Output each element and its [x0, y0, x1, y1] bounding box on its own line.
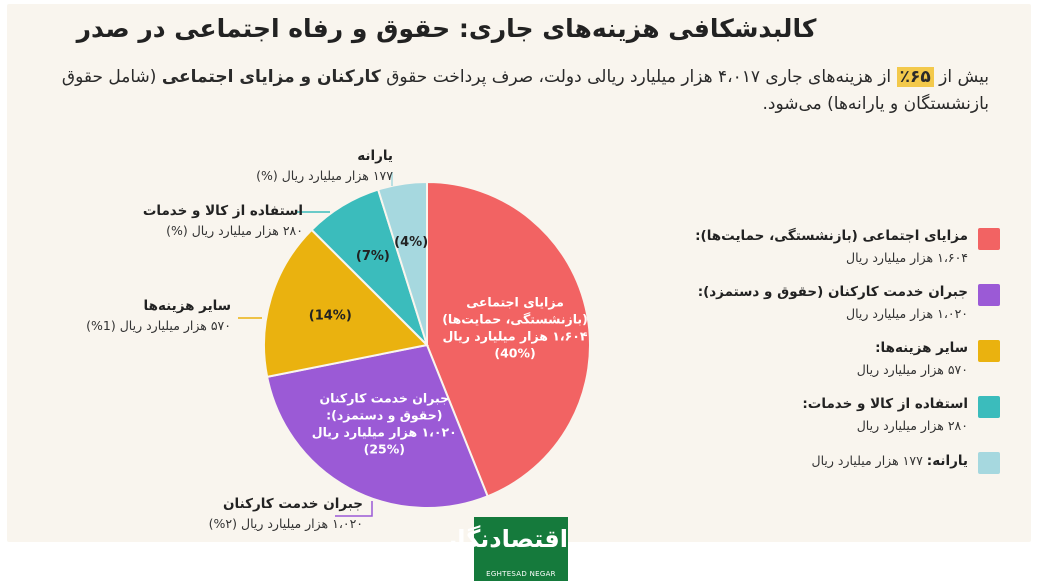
- legend-name: یارانه:: [926, 453, 968, 469]
- slice-label: ۱،۰۲۰ هزار میلیارد ریال: [312, 424, 457, 439]
- legend-item: سایر هزینه‌ها: ۵۷۰ هزار میلیارد ریال: [720, 338, 1000, 394]
- pie-slice: [263, 228, 430, 379]
- subtitle-mid: از هزینه‌های جاری ۴،۰۱۷ هزار میلیارد ریا…: [380, 67, 897, 87]
- legend-value: ۱،۰۲۰ هزار میلیارد ریال: [845, 306, 968, 321]
- legend-value: ۱۷۷ هزار میلیارد ریال: [811, 453, 923, 468]
- leader-line: [335, 501, 373, 517]
- subtitle-bold: کارکنان و مزایای اجتماعی: [161, 67, 381, 87]
- legend-item: مزایای اجتماعی (بازنشستگی، حمایت‌ها): ۱،۶…: [695, 226, 1000, 282]
- slice-label: (25%): [364, 441, 405, 456]
- outer-label-goods-services: استفاده از کالا و خدمات ۲۸۰ هزار میلیارد…: [143, 201, 303, 241]
- outer-label-employees: جبران خدمت کارکنان ۱،۰۲۰ هزار میلیارد ری…: [209, 494, 363, 534]
- slice-label: (40%): [494, 346, 535, 361]
- outer-label-name: جبران خدمت کارکنان: [222, 496, 363, 512]
- subtitle-highlight: ۶۵٪: [896, 67, 934, 87]
- legend-name: جبران خدمت کارکنان (حقوق و دستمزد):: [697, 284, 968, 300]
- slice-label: جبران خدمت کارکنان: [319, 390, 449, 405]
- legend-swatch: [978, 340, 1000, 362]
- legend-value: ۲۸۰ هزار میلیارد ریال: [856, 418, 968, 433]
- outer-label-name: استفاده از کالا و خدمات: [142, 203, 303, 219]
- subtitle: بیش از ۶۵٪ از هزینه‌های جاری ۴،۰۱۷ هزار …: [60, 64, 989, 118]
- outer-label-value: ۱،۰۲۰ هزار میلیارد ریال (۲%): [208, 516, 363, 531]
- chart-legend: مزایای اجتماعی (بازنشستگی، حمایت‌ها): ۱،۶…: [695, 226, 1000, 506]
- logo-text-en: EGHTESAD NEGAR: [486, 570, 556, 578]
- legend-value: ۵۷۰ هزار میلیارد ریال: [856, 362, 968, 377]
- outer-label-value: ۲۸۰ هزار میلیارد ریال (%): [166, 223, 303, 238]
- outer-label-other: سایر هزینه‌ها ۵۷۰ هزار میلیارد ریال (1%): [86, 296, 231, 336]
- subtitle-post: (شامل حقوق بازنشستگان و یارانه‌ها) می‌شو…: [61, 67, 989, 114]
- legend-item: استفاده از کالا و خدمات: ۲۸۰ هزار میلیارد…: [720, 394, 1000, 450]
- logo-text-fa: اقتصادنگار: [443, 525, 568, 553]
- brand-logo: اقتصادنگار EGHTESAD NEGAR: [443, 517, 568, 581]
- outer-label-subsidy: یارانه ۱۷۷ هزار میلیارد ریال (%): [256, 146, 393, 186]
- outer-label-value: ۵۷۰ هزار میلیارد ریال (1%): [86, 318, 231, 333]
- outer-label-name: سایر هزینه‌ها: [143, 298, 231, 314]
- page-title: کالبدشکافی هزینه‌های جاری: حقوق و رفاه ا…: [76, 14, 817, 43]
- legend-swatch: [978, 228, 1000, 250]
- slice-label: (7%): [356, 249, 390, 264]
- legend-name: سایر هزینه‌ها:: [875, 340, 968, 356]
- legend-swatch: [978, 452, 1000, 474]
- slice-label: ۱،۶۰۴ هزار میلیارد ریال: [443, 329, 588, 344]
- outer-label-name: یارانه: [357, 148, 393, 164]
- pie-slice: [376, 180, 428, 346]
- legend-name: مزایای اجتماعی (بازنشستگی، حمایت‌ها):: [695, 228, 968, 244]
- subtitle-pre: بیش از: [933, 67, 989, 87]
- legend-name: استفاده از کالا و خدمات:: [802, 396, 968, 412]
- legend-swatch: [978, 396, 1000, 418]
- legend-item: یارانه: ۱۷۷ هزار میلیارد ریال: [720, 450, 1000, 506]
- legend-value: ۱،۶۰۴ هزار میلیارد ریال: [845, 250, 968, 265]
- pie-slice: [426, 180, 591, 498]
- legend-swatch: [978, 284, 1000, 306]
- slice-label: مزایای اجتماعی: [466, 295, 564, 310]
- slice-label: (بازنشستگی، حمایت‌ها): [442, 312, 588, 327]
- slice-label: (حقوق و دستمزد):: [326, 407, 442, 422]
- slice-label: (4%): [394, 235, 428, 250]
- outer-label-value: ۱۷۷ هزار میلیارد ریال (%): [256, 168, 393, 183]
- slice-label: (14%): [309, 309, 352, 324]
- legend-item: جبران خدمت کارکنان (حقوق و دستمزد): ۱،۰۲۰…: [698, 282, 1000, 338]
- pie-slice: [265, 343, 489, 509]
